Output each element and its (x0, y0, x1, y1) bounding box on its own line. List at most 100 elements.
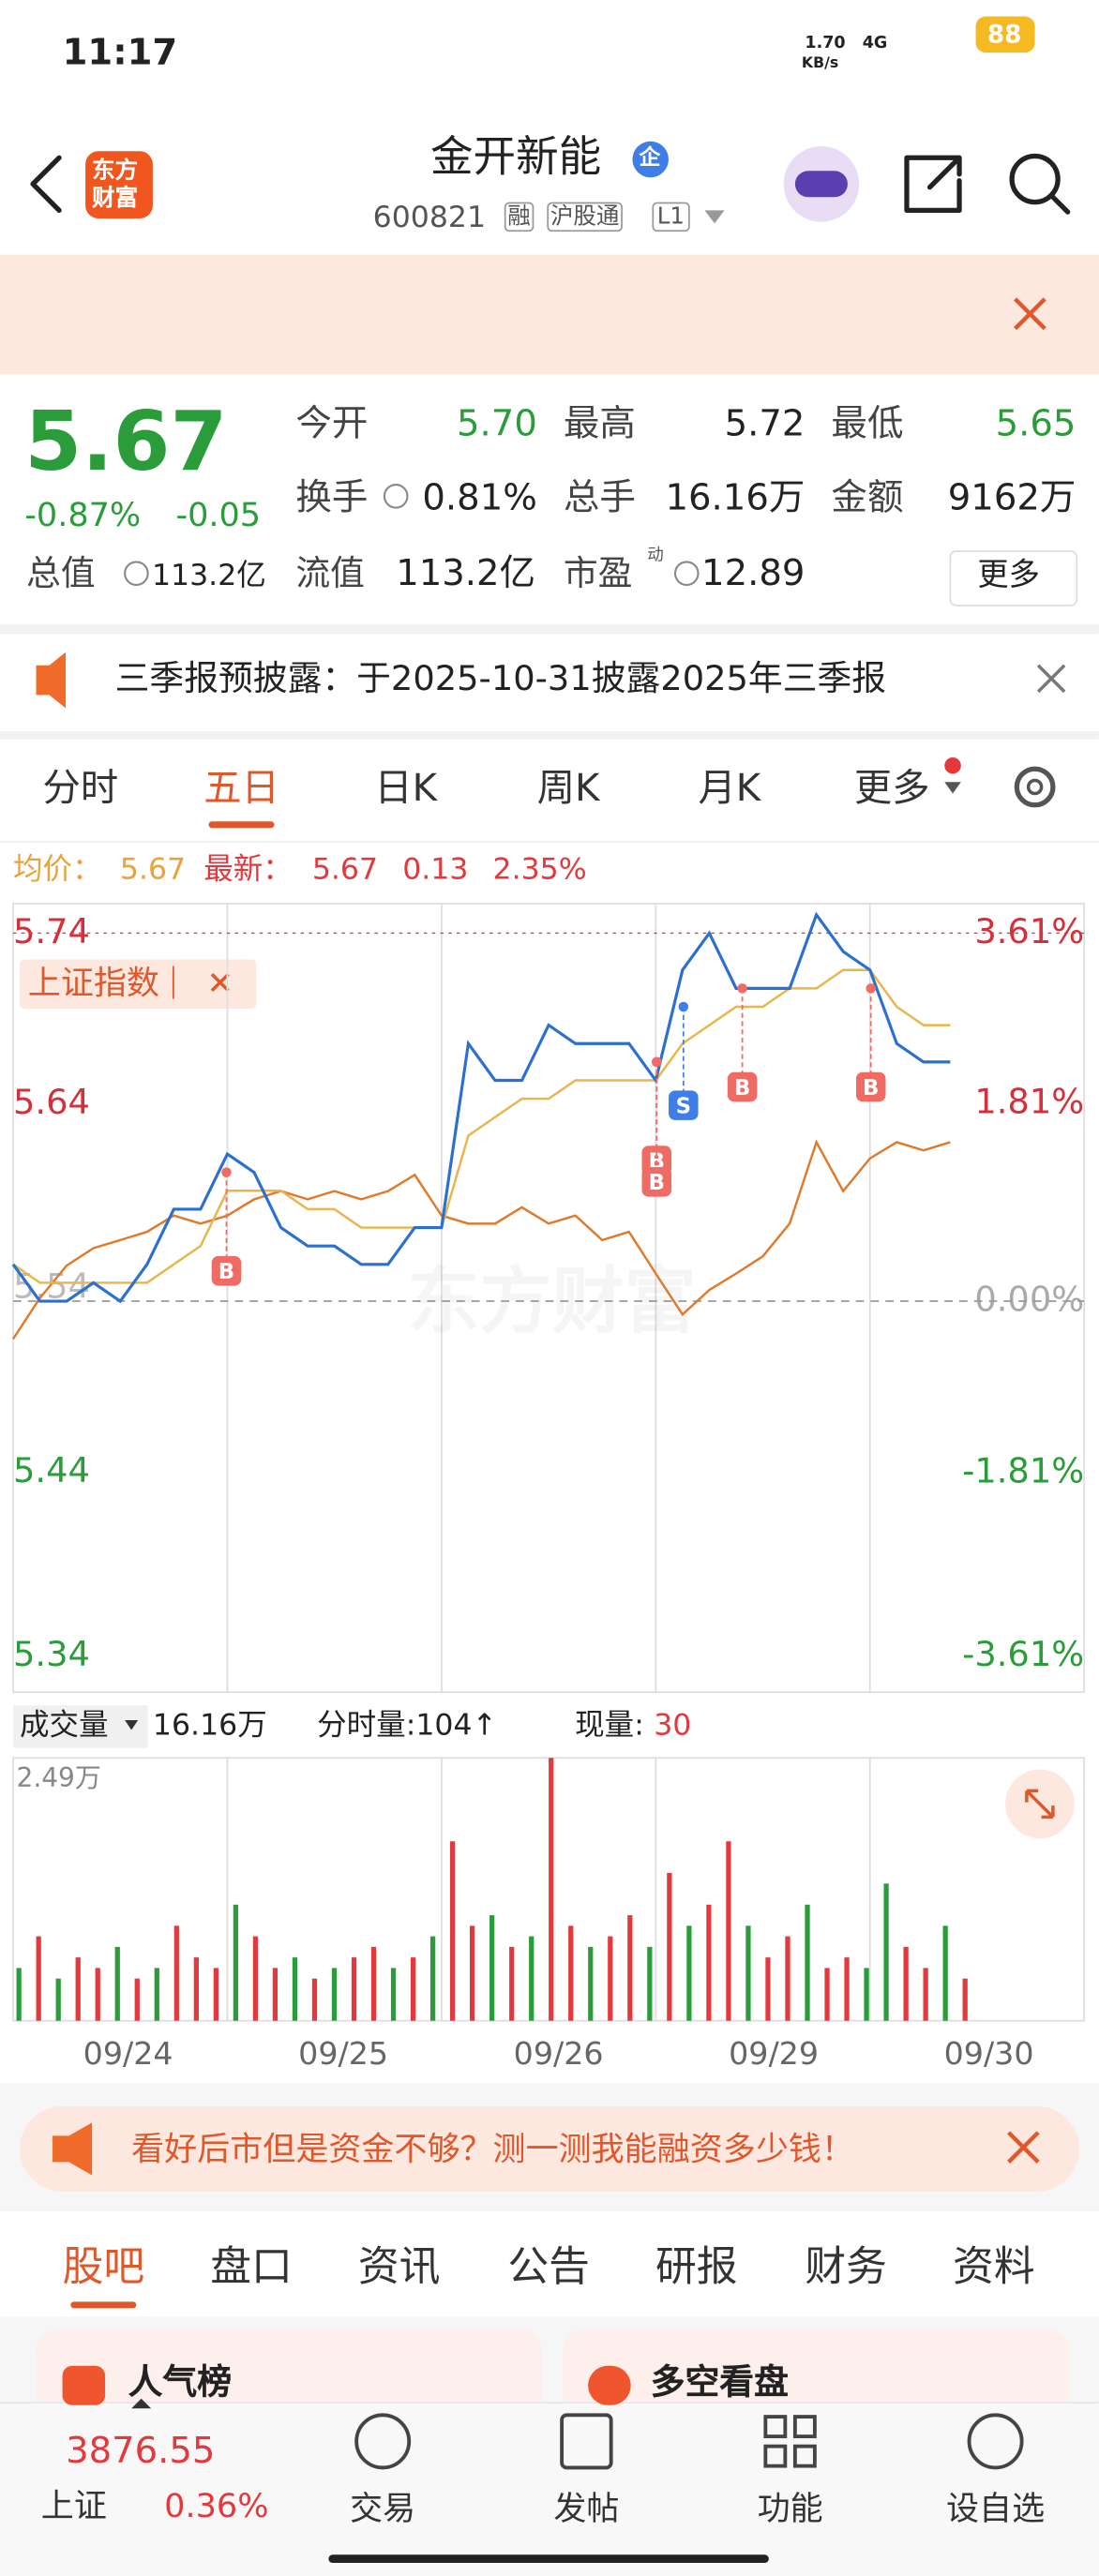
volume-bar (55, 1978, 61, 2021)
last-label: 最新： (203, 852, 293, 888)
marker-badge (727, 1071, 758, 1102)
volume-bar (95, 1968, 100, 2021)
field-value: 0.81% (422, 478, 537, 519)
search-icon[interactable] (1009, 153, 1061, 205)
index-value[interactable]: 3876.55 (66, 2431, 216, 2473)
volume-bar (331, 1968, 338, 2021)
volume-bar (489, 1915, 495, 2021)
volume-selector[interactable] (13, 1705, 148, 1748)
field-value: 16.16万 (665, 478, 805, 519)
nav-icon (354, 2413, 412, 2470)
nav-label[interactable]: 交易 (350, 2490, 415, 2528)
more-label[interactable]: 更多 (977, 557, 1040, 593)
field-value: 113.2亿 (396, 553, 536, 595)
volume-bar (429, 1936, 436, 2021)
notice-text[interactable]: 三季报预披露：于2025-10-31披露2025年三季报 (114, 658, 887, 698)
legend-close[interactable] (210, 973, 230, 993)
close-icon[interactable] (1007, 2131, 1040, 2164)
volume-bar (962, 1978, 968, 2021)
avg-label: 均价： (13, 852, 102, 888)
card-icon (588, 2365, 631, 2405)
more-button[interactable] (949, 550, 1078, 607)
stock-name: 金开新能 (429, 132, 602, 183)
speaker-icon (36, 651, 67, 709)
expand-icon (1025, 1789, 1055, 1820)
nav-icon (763, 2415, 788, 2439)
card-title[interactable]: 人气榜 (128, 2362, 233, 2403)
share-icon[interactable] (904, 155, 962, 213)
close-icon[interactable] (1036, 664, 1066, 694)
chart-frame (12, 903, 1086, 1694)
close-icon[interactable] (1014, 297, 1046, 331)
field-label: 市盈 (563, 553, 633, 593)
volume-bar (785, 1936, 790, 2021)
volume-label[interactable]: 成交量 (20, 1708, 109, 1744)
battery-level: 88 (986, 20, 1022, 50)
ad-banner[interactable] (20, 2105, 1079, 2192)
app-logo[interactable] (85, 151, 153, 219)
marker-label: B (649, 1171, 665, 1195)
nav-label[interactable]: 发帖 (553, 2490, 619, 2528)
volume-bar (608, 1936, 613, 2021)
chart-tab[interactable]: 五日 (203, 766, 279, 810)
chart-tab[interactable]: 分时 (43, 766, 119, 810)
footer-bar (0, 2402, 1099, 2576)
marker-dot (221, 1167, 232, 1177)
section-tab[interactable]: 股吧 (63, 2242, 145, 2290)
badge (632, 141, 669, 178)
volume-bar (903, 1946, 909, 2021)
section-tab[interactable]: 盘口 (210, 2242, 293, 2290)
marker-dot (737, 983, 747, 994)
volume-bar (449, 1841, 456, 2021)
search-icon[interactable] (1048, 192, 1071, 215)
chart-tab[interactable]: 日K (374, 766, 438, 810)
marker-label: B (734, 1076, 750, 1101)
dropdown-icon[interactable] (704, 210, 725, 224)
field-label: 金额 (831, 478, 904, 519)
section-tab[interactable]: 财务 (805, 2242, 887, 2290)
legend-entry: 上证指数 (28, 966, 174, 999)
index-name[interactable]: 上证 (40, 2485, 107, 2525)
volume-bar (706, 1904, 712, 2021)
volume-bar (370, 1946, 377, 2021)
chart-tab[interactable]: 更多 (854, 766, 930, 810)
volume-bar (864, 1968, 869, 2021)
back-icon[interactable] (30, 155, 62, 213)
section-tab[interactable]: 公告 (507, 2242, 590, 2290)
volume-bar (824, 1968, 830, 2021)
nav-label[interactable]: 设自选 (946, 2490, 1045, 2528)
section-tab[interactable]: 资料 (953, 2242, 1035, 2290)
volume-bar (410, 1957, 416, 2021)
marker-dot (652, 1056, 662, 1068)
section-tab[interactable]: 研报 (655, 2242, 738, 2290)
settings-icon[interactable] (1014, 766, 1056, 808)
volume-tick-label: 2.49万 (17, 1762, 101, 1793)
stock-code: 600821 (372, 200, 487, 235)
y-tick-label: 5.44 (13, 1450, 90, 1490)
field-value: 12.89 (701, 553, 805, 595)
ad-text[interactable]: 看好后市但是资金不够？测一测我能融资多少钱！ (131, 2129, 854, 2169)
volume-bar (252, 1936, 259, 2021)
volume-bar (292, 1957, 298, 2021)
volume-bar (588, 1946, 594, 2021)
volume-now: 30 (654, 1708, 692, 1744)
field-label: 最低 (831, 404, 904, 445)
x-tick-label: 09/30 (944, 2035, 1034, 2072)
speaker-icon (53, 2122, 93, 2176)
volume-bar (549, 1758, 554, 2021)
volume-bar (233, 1904, 239, 2021)
volume-bar (923, 1968, 928, 2021)
index-change[interactable]: 0.36% (164, 2485, 269, 2525)
tab-underline (208, 821, 275, 829)
section-tab[interactable]: 资讯 (358, 2242, 441, 2290)
nav-label[interactable]: 功能 (758, 2490, 823, 2528)
logo-text: 财富 (92, 186, 139, 213)
card-title[interactable]: 多空看盘 (650, 2362, 789, 2403)
volume-bar (686, 1925, 692, 2021)
y2-tick-label: 1.81% (974, 1082, 1084, 1122)
chart-tab[interactable]: 周K (537, 766, 601, 810)
promo-banner[interactable] (0, 254, 1099, 375)
chart-tab[interactable]: 月K (698, 766, 761, 810)
